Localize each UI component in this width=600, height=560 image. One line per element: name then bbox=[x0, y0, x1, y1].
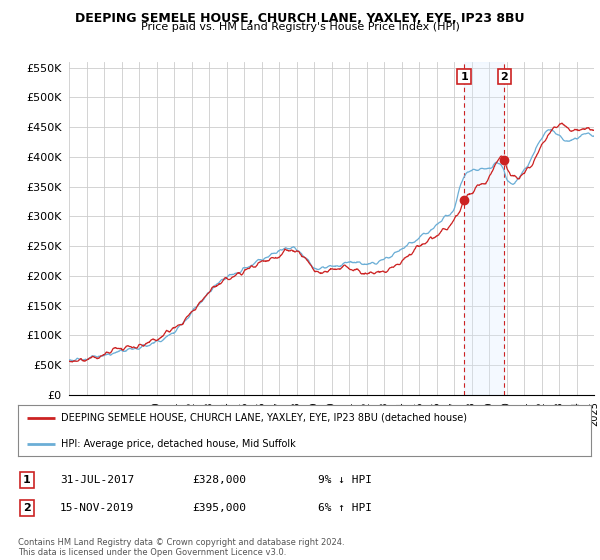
Text: 2: 2 bbox=[23, 503, 31, 513]
Text: 31-JUL-2017: 31-JUL-2017 bbox=[60, 475, 134, 485]
Bar bbox=[464, 62, 505, 395]
Text: £395,000: £395,000 bbox=[192, 503, 246, 513]
Text: 1: 1 bbox=[460, 72, 468, 82]
Text: Contains HM Land Registry data © Crown copyright and database right 2024.
This d: Contains HM Land Registry data © Crown c… bbox=[18, 538, 344, 557]
Text: Price paid vs. HM Land Registry's House Price Index (HPI): Price paid vs. HM Land Registry's House … bbox=[140, 22, 460, 32]
Text: £328,000: £328,000 bbox=[192, 475, 246, 485]
Text: 9% ↓ HPI: 9% ↓ HPI bbox=[318, 475, 372, 485]
Text: DEEPING SEMELE HOUSE, CHURCH LANE, YAXLEY, EYE, IP23 8BU: DEEPING SEMELE HOUSE, CHURCH LANE, YAXLE… bbox=[75, 12, 525, 25]
Text: 2: 2 bbox=[500, 72, 508, 82]
Text: DEEPING SEMELE HOUSE, CHURCH LANE, YAXLEY, EYE, IP23 8BU (detached house): DEEPING SEMELE HOUSE, CHURCH LANE, YAXLE… bbox=[61, 413, 467, 423]
Text: 15-NOV-2019: 15-NOV-2019 bbox=[60, 503, 134, 513]
Text: 6% ↑ HPI: 6% ↑ HPI bbox=[318, 503, 372, 513]
Text: 1: 1 bbox=[23, 475, 31, 485]
Text: HPI: Average price, detached house, Mid Suffolk: HPI: Average price, detached house, Mid … bbox=[61, 438, 296, 449]
